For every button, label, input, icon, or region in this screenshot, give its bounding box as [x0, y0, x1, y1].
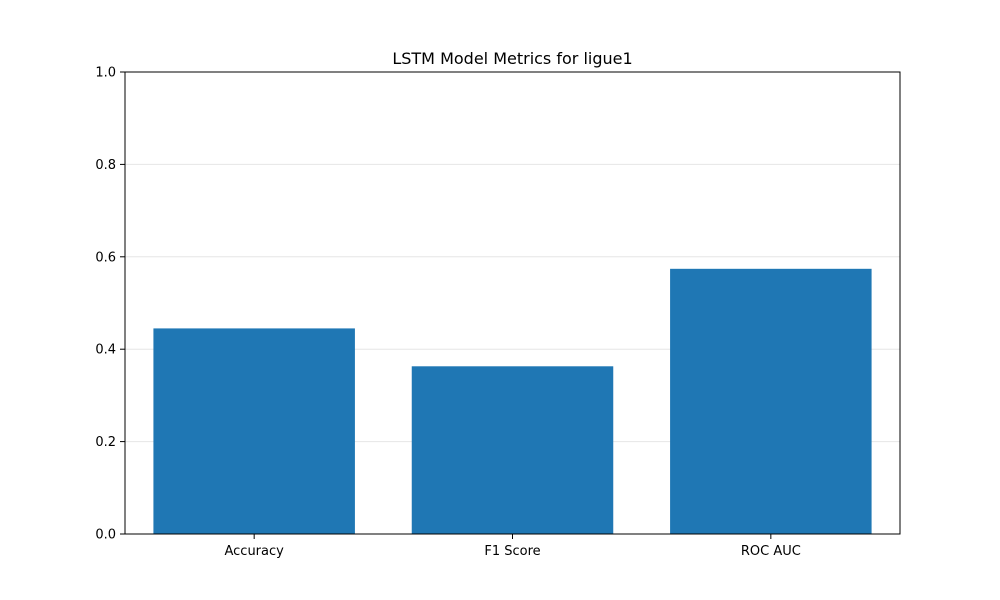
bar-f1-score [411, 366, 614, 534]
x-axis: Accuracy F1 Score ROC AUC [224, 534, 801, 559]
x-tick-label: Accuracy [224, 544, 284, 559]
chart-title: LSTM Model Metrics for ligue1 [392, 49, 632, 68]
bar-accuracy [153, 328, 355, 534]
x-tick-label: ROC AUC [741, 544, 801, 559]
y-axis: 0.0 0.2 0.4 0.6 0.8 1.0 [95, 66, 125, 543]
y-tick-label: 1.0 [95, 66, 116, 81]
bar-roc-auc [670, 268, 872, 534]
y-tick-label: 0.2 [95, 435, 116, 450]
y-tick-label: 0.6 [95, 250, 116, 265]
y-tick-label: 0.0 [95, 528, 116, 543]
y-tick-label: 0.8 [95, 158, 116, 173]
x-tick-label: F1 Score [484, 544, 540, 559]
y-tick-label: 0.4 [95, 343, 116, 358]
bars-layer [153, 268, 872, 534]
